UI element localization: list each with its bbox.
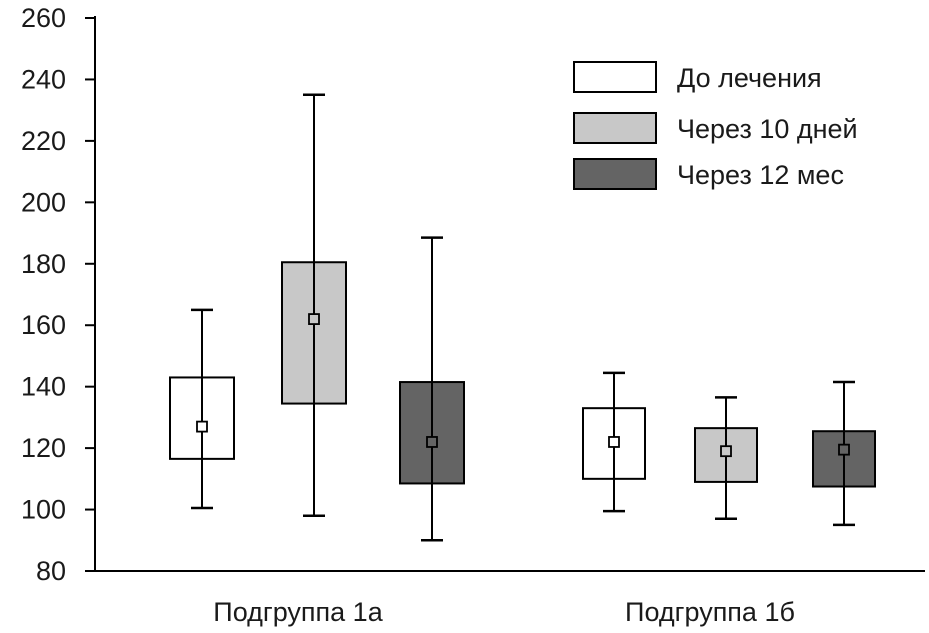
box-0-0 [169,308,235,510]
y-tick-label: 200 [21,187,66,217]
y-tick-label: 160 [21,310,66,340]
y-tick-label: 100 [21,495,66,525]
y-tick-label: 120 [21,433,66,463]
legend-swatch [573,61,657,93]
legend-label: Через 12 мес [677,160,844,190]
x-category-label: Подгруппа 1б [625,597,795,627]
y-tick-label: 260 [21,3,66,33]
y-tick-label: 220 [21,126,66,156]
box-2-0 [399,236,465,542]
mean-marker [608,436,620,448]
box-0-1 [582,371,646,513]
legend-label: До лечения [677,63,822,93]
x-category-label: Подгруппа 1а [213,597,383,627]
y-tick-label: 80 [36,556,66,586]
mean-marker [308,313,320,325]
y-tick-label: 180 [21,249,66,279]
legend-label: Через 10 дней [677,114,858,144]
box-1-1 [694,396,758,521]
legend-swatch [573,112,657,144]
mean-marker [426,436,438,448]
y-tick-label: 140 [21,372,66,402]
box-2-1 [812,380,876,527]
mean-marker [196,420,208,433]
y-tick-label: 240 [21,64,66,94]
mean-marker [838,443,850,456]
mean-marker [720,445,732,458]
legend-swatch [573,158,657,190]
box-1-0 [281,93,347,517]
